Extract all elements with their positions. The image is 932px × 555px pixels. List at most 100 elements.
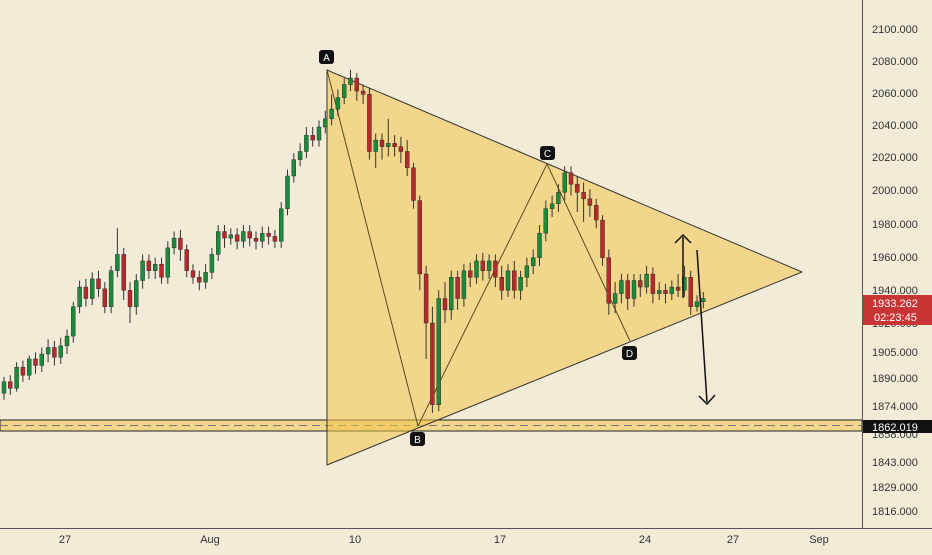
svg-text:D: D (626, 349, 633, 360)
abcd-zigzag-line (326, 69, 631, 428)
candle-body (531, 257, 536, 267)
candle-body (304, 134, 309, 152)
candle-body (442, 298, 448, 311)
current-price-badge: 1933.262 02:23:45 (863, 295, 932, 325)
candle-body (392, 143, 397, 147)
candle-body (386, 143, 391, 147)
candle-body (612, 293, 618, 304)
candle-body (272, 236, 278, 242)
candle-body (33, 358, 38, 366)
candle-body (631, 280, 637, 299)
candle-body (638, 280, 643, 288)
candle-body (197, 277, 202, 283)
candle-body (556, 192, 561, 204)
candle-body (694, 301, 700, 307)
candle-body (619, 280, 624, 294)
candle-body (675, 286, 681, 291)
candle-body (159, 264, 164, 278)
candle-body (688, 277, 693, 307)
candle-body (423, 273, 429, 324)
candle-body (184, 249, 189, 271)
candle-body (1, 381, 7, 394)
candle-body (71, 306, 76, 337)
candle-body (279, 208, 284, 242)
candle-body (152, 264, 158, 271)
svg-text:C: C (544, 149, 551, 160)
candle-body (234, 234, 240, 242)
candle-body (543, 208, 548, 234)
candle-body (335, 97, 341, 110)
candle-body (379, 139, 385, 147)
candle-body (367, 94, 372, 152)
candle-body (64, 335, 70, 347)
candle-body (165, 247, 171, 278)
y-tick-label: 1890.000 (872, 373, 918, 385)
candle-body (354, 77, 359, 92)
candle-body (121, 254, 126, 291)
candle-body (316, 126, 322, 141)
candle-body (96, 278, 101, 289)
y-tick-label: 1816.000 (872, 506, 918, 518)
candle-body (493, 260, 498, 278)
x-tick-label: 24 (639, 534, 651, 546)
candle-body (625, 280, 630, 299)
candle-body (587, 198, 593, 206)
down-arrow (696, 249, 716, 406)
candle-body (108, 270, 114, 307)
level-price-badge: 1862.019 (863, 420, 932, 434)
y-tick-label: 2040.000 (872, 120, 918, 132)
candle-body (52, 347, 57, 358)
x-tick-label: Aug (200, 534, 220, 546)
candle-body (486, 260, 492, 271)
candle-body (505, 270, 511, 291)
candle-body (512, 270, 517, 291)
candle-body (455, 277, 460, 299)
candle-body (102, 288, 108, 307)
candle-body (190, 270, 196, 278)
x-tick-label: 27 (59, 534, 71, 546)
candles-group (1, 69, 706, 413)
candle-body (171, 237, 177, 249)
candle-body (146, 260, 152, 271)
candle-body (537, 232, 542, 258)
candle-body (247, 231, 252, 239)
candle-body (209, 254, 215, 273)
up-arrow (674, 233, 692, 298)
y-tick-label: 2080.000 (872, 56, 918, 68)
candle-body (77, 286, 82, 307)
x-tick-label: 27 (727, 534, 739, 546)
x-tick-label: Sep (809, 534, 829, 546)
y-tick-label: 2020.000 (872, 152, 918, 164)
candle-body (373, 139, 378, 152)
candle-body (27, 358, 32, 376)
candle-body (480, 260, 485, 271)
x-tick-label: 17 (494, 534, 506, 546)
candle-body (549, 203, 555, 209)
candle-body (222, 231, 227, 239)
candle-body (461, 270, 467, 299)
y-tick-label: 1940.000 (872, 285, 918, 297)
candle-body (329, 108, 334, 120)
candle-body (285, 175, 290, 209)
candle-body (14, 366, 19, 389)
candle-body (291, 159, 296, 177)
point-label-c: C (540, 146, 555, 160)
x-axis-ticks: 27 Aug 10 17 24 27 Sep (59, 534, 829, 546)
candle-body (562, 172, 567, 193)
candle-body (348, 77, 353, 85)
candle-body (140, 260, 145, 281)
candle-body (215, 231, 221, 255)
x-tick-label: 10 (349, 534, 361, 546)
candle-body (499, 277, 504, 291)
y-tick-label: 1905.000 (872, 347, 918, 359)
candle-body (253, 237, 259, 242)
svg-text:1933.262: 1933.262 (872, 298, 918, 310)
candle-body (449, 277, 454, 311)
candle-body (8, 381, 13, 389)
y-tick-label: 1829.000 (872, 482, 918, 494)
svg-text:A: A (323, 53, 330, 64)
y-tick-label: 1980.000 (872, 219, 918, 231)
candle-body (575, 183, 580, 193)
candle-body (436, 298, 441, 405)
